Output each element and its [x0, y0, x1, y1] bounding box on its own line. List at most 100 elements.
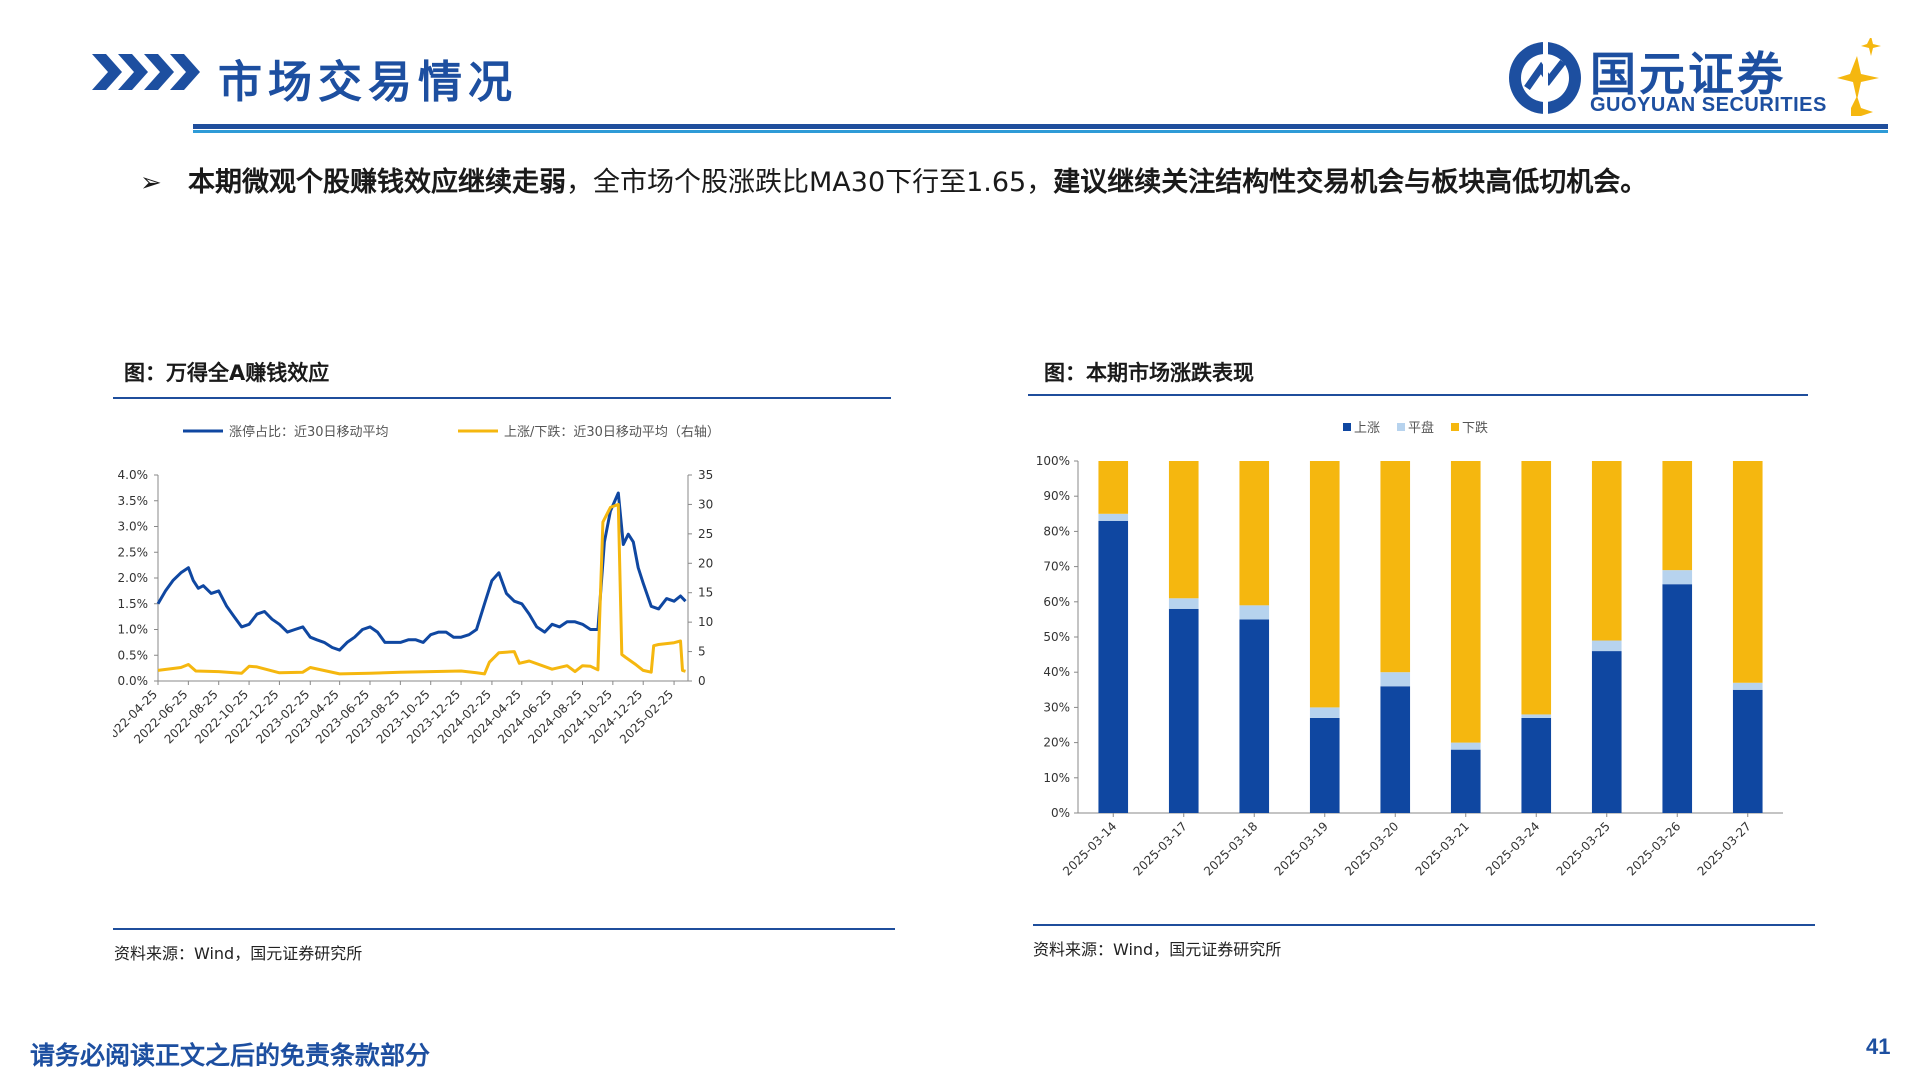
left-y-tick-label: 1.0%: [118, 623, 149, 637]
limit-up-ratio-line: [156, 491, 687, 652]
bar-segment-flat: [1521, 714, 1552, 718]
left-y-tick-label: 0.0%: [118, 674, 149, 688]
right-y-tick-label: 35: [698, 468, 713, 482]
disclaimer-note: 请务必阅读正文之后的免责条款部分: [30, 1041, 431, 1070]
bar-segment-up: [1732, 689, 1763, 813]
legend-label: 上涨/下跌：近30日移动平均（右轴）: [504, 424, 720, 440]
bar-segment-down: [1450, 461, 1481, 743]
x-tick-label: 2025-03-17: [1131, 819, 1190, 878]
legend-swatch: [1397, 423, 1405, 431]
y-tick-label: 30%: [1043, 700, 1070, 714]
summary-normal: ，全市场个股涨跌比MA30下行至1.65，: [566, 167, 1054, 198]
bar-segment-flat: [1098, 513, 1129, 521]
y-tick-label: 40%: [1043, 665, 1070, 679]
bar-segment-down: [1662, 461, 1693, 571]
legend-swatch: [1343, 423, 1351, 431]
left-y-tick-label: 1.5%: [118, 597, 149, 611]
right-y-tick-label: 15: [698, 586, 713, 600]
logo-english-name: GUOYUAN SECURITIES: [1590, 94, 1827, 116]
bar-segment-up: [1450, 749, 1481, 813]
bar-segment-up: [1662, 584, 1693, 813]
bar-segment-flat: [1380, 672, 1411, 687]
legend-swatch: [1451, 423, 1459, 431]
bar-segment-down: [1380, 461, 1411, 673]
x-tick-label: 2025-03-26: [1624, 819, 1683, 878]
y-tick-label: 0%: [1051, 806, 1070, 820]
bar-segment-flat: [1450, 742, 1481, 750]
right-y-tick-label: 5: [698, 645, 706, 659]
x-tick-label: 2025-03-25: [1554, 819, 1613, 878]
left-figure-title: 图：万得全A赚钱效应: [124, 361, 330, 385]
page-number: 41: [1866, 1034, 1891, 1059]
left-figure-bottom-rule: [113, 928, 895, 930]
page-title: 市场交易情况: [218, 57, 518, 108]
x-tick-label: 2025-03-20: [1342, 819, 1401, 878]
summary-bold-1: 本期微观个股赚钱效应继续走弱: [188, 167, 566, 198]
y-tick-label: 100%: [1036, 454, 1070, 468]
bar-segment-down: [1591, 461, 1622, 641]
right-y-tick-label: 30: [698, 497, 713, 511]
bar-segment-up: [1168, 608, 1199, 813]
logo-chinese-name: 国元证券: [1590, 47, 1786, 101]
y-tick-label: 50%: [1043, 630, 1070, 644]
left-figure-top-rule: [113, 397, 891, 399]
legend-label: 下跌: [1462, 420, 1488, 436]
right-y-tick-label: 10: [698, 615, 713, 629]
right-figure-source: 资料来源：Wind，国元证券研究所: [1033, 940, 1282, 959]
bar-segment-up: [1521, 717, 1552, 813]
left-y-tick-label: 2.5%: [118, 545, 149, 559]
bar-segment-flat: [1239, 605, 1270, 620]
title-chevrons-icon: [92, 54, 200, 90]
bar-segment-flat: [1309, 707, 1340, 718]
right-figure-title: 图：本期市场涨跌表现: [1044, 361, 1254, 385]
advance-decline-ratio-line: [157, 502, 686, 676]
bar-segment-flat: [1168, 598, 1199, 609]
y-tick-label: 70%: [1043, 560, 1070, 574]
x-tick-label: 2025-03-27: [1695, 819, 1754, 878]
title-underline: [193, 124, 1888, 133]
summary-bold-2: 建议继续关注结构性交易机会与板块高低切机会。: [1053, 167, 1648, 198]
bar-segment-up: [1098, 520, 1129, 813]
bullet-arrow-icon: ➢: [140, 167, 162, 197]
left-y-tick-label: 3.0%: [118, 520, 149, 534]
x-tick-label: 2025-03-21: [1413, 819, 1472, 878]
bar-segment-down: [1309, 461, 1340, 708]
legend-label: 涨停占比：近30日移动平均: [229, 424, 389, 440]
left-figure-source: 资料来源：Wind，国元证券研究所: [114, 944, 363, 963]
bar-segment-up: [1309, 717, 1340, 813]
bar-segment-up: [1380, 686, 1411, 813]
legend-label: 上涨: [1354, 421, 1380, 436]
y-tick-label: 10%: [1043, 771, 1070, 785]
legend-label: 平盘: [1408, 420, 1434, 436]
bar-segment-up: [1239, 619, 1270, 813]
bar-segment-down: [1732, 461, 1763, 683]
x-tick-label: 2025-03-14: [1060, 819, 1119, 878]
y-tick-label: 80%: [1043, 524, 1070, 538]
right-y-tick-label: 20: [698, 556, 713, 570]
x-tick-label: 2025-03-19: [1272, 819, 1331, 878]
y-tick-label: 90%: [1043, 489, 1070, 503]
bar-segment-flat: [1591, 640, 1622, 652]
right-y-tick-label: 25: [698, 527, 713, 541]
bar-segment-flat: [1732, 682, 1763, 690]
bar-segment-down: [1521, 461, 1552, 715]
x-tick-label: 2025-03-24: [1483, 819, 1542, 878]
left-y-tick-label: 0.5%: [118, 648, 149, 662]
left-y-tick-label: 3.5%: [118, 494, 149, 508]
y-tick-label: 60%: [1043, 595, 1070, 609]
bar-segment-down: [1098, 461, 1129, 514]
advance-decline-bar-chart: 0% 10% 20% 30% 40% 50% 60% 70% 80% 90% 100% 2025-03…: [1036, 420, 1783, 878]
x-tick-label: 2025-03-18: [1201, 819, 1260, 878]
bar-segment-down: [1168, 461, 1199, 599]
right-y-tick-label: 0: [698, 674, 706, 688]
bar-segment-down: [1239, 461, 1270, 606]
right-figure-bottom-rule: [1033, 924, 1815, 926]
money-effect-line-chart: 0.0% 0.5% 1.0% 1.5% 2.0% 2.5% 3.0% 3.5% 4.0% 0 5 10…: [113, 424, 720, 746]
left-y-tick-label: 2.0%: [118, 571, 149, 585]
y-tick-label: 20%: [1043, 736, 1070, 750]
bar-segment-flat: [1662, 570, 1693, 585]
guoyuan-logo-icon: [1509, 38, 1881, 116]
right-figure-top-rule: [1028, 394, 1808, 396]
bar-segment-up: [1591, 651, 1622, 813]
left-y-tick-label: 4.0%: [118, 468, 149, 482]
